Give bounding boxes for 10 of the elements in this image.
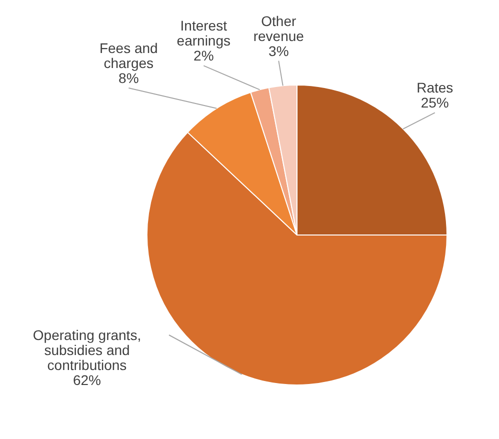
slice-label: Fees and charges xyxy=(99,40,158,72)
slice-label: Operating grants, subsidies and contributions xyxy=(32,327,142,373)
slice-label: Other revenue xyxy=(253,12,304,44)
data-label: 62% xyxy=(72,372,102,388)
slice-label: Rates xyxy=(416,80,454,96)
slice-label: Interest earnings xyxy=(176,18,230,49)
data-label: 2% xyxy=(194,48,214,64)
data-label: 3% xyxy=(268,42,289,59)
data-label: 25% xyxy=(420,94,449,111)
data-label: 8% xyxy=(118,70,139,86)
